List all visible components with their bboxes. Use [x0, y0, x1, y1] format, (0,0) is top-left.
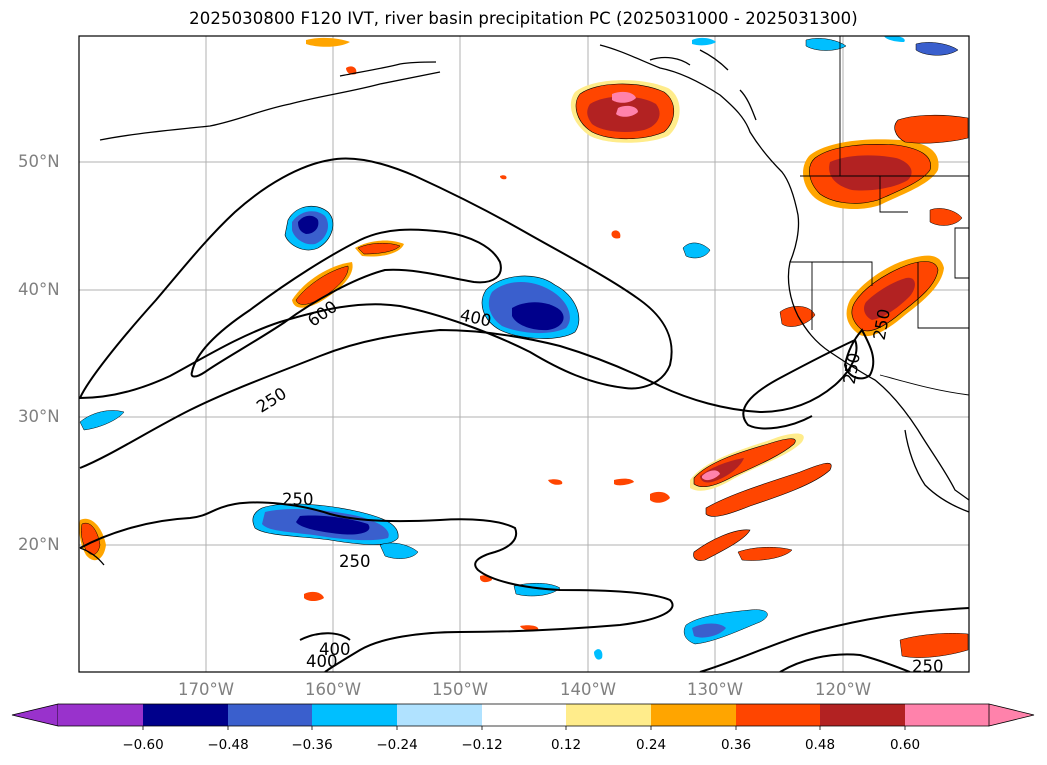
contour-label-250-south-a: 250 — [282, 490, 314, 509]
colorbar-tick-label: 0.60 — [889, 737, 921, 753]
lon-label-130w: 130°W — [686, 680, 744, 699]
ivt-contours — [79, 157, 969, 672]
colorbar-segment — [397, 704, 482, 726]
colorbar-segment — [58, 704, 143, 726]
contour-label-250-south-b: 250 — [339, 552, 371, 571]
colorbar-segment — [820, 704, 905, 726]
colorbar-tick-label: −0.48 — [207, 737, 249, 753]
colorbar-tick-label: −0.60 — [122, 737, 164, 753]
political-borders — [790, 36, 969, 396]
colorbar-segment — [482, 704, 566, 726]
contour-label-250-west: 250 — [253, 384, 290, 417]
lon-label-170w: 170°W — [177, 680, 235, 699]
graticule — [79, 36, 969, 672]
colorbar-extend-low — [11, 703, 59, 727]
contour-label-400-south-a: 400 — [319, 640, 351, 659]
colorbar-tick-label: −0.24 — [376, 737, 418, 753]
colorbar-segment — [143, 704, 228, 726]
contour-label-250-coast-b: 250 — [840, 351, 864, 385]
colorbar-segment — [736, 704, 820, 726]
colorbar-tick-label: −0.36 — [291, 737, 333, 753]
contour-label-250-coast-a: 250 — [870, 307, 894, 341]
lat-label-30n: 30°N — [18, 407, 60, 426]
colorbar-segment — [651, 704, 736, 726]
colorbar — [11, 703, 1035, 730]
lat-label-40n: 40°N — [18, 280, 60, 299]
colorbar-tick-label: 0.48 — [804, 737, 836, 753]
colorbar-tick-label: 0.12 — [550, 737, 582, 753]
colorbar-extend-high — [988, 703, 1035, 727]
lon-label-140w: 140°W — [559, 680, 617, 699]
contour-label-400-south-b: 400 — [306, 652, 338, 671]
map-frame — [78, 35, 970, 673]
coastlines — [79, 44, 969, 566]
colorbar-segment — [905, 704, 989, 726]
negative-precip-areas — [79, 36, 959, 660]
lon-label-160w: 160°W — [304, 680, 362, 699]
colorbar-segment — [312, 704, 397, 726]
contour-label-250-southeast: 250 — [912, 657, 944, 676]
lon-label-150w: 150°W — [431, 680, 489, 699]
positive-precip-areas — [79, 37, 969, 658]
lat-label-50n: 50°N — [18, 152, 60, 171]
chart-title: 2025030800 F120 IVT, river basin precipi… — [189, 9, 858, 28]
colorbar-tick-label: −0.12 — [461, 737, 503, 753]
colorbar-tick-label: 0.24 — [635, 737, 667, 753]
lon-label-120w: 120°W — [814, 680, 872, 699]
colorbar-segment — [228, 704, 312, 726]
colorbar-segment — [566, 704, 651, 726]
ivt-contour-labels: 600 400 250 250 250 400 400 250 250 250 — [253, 297, 943, 676]
colorbar-tick-label: 0.36 — [720, 737, 752, 753]
lat-label-20n: 20°N — [18, 535, 60, 554]
